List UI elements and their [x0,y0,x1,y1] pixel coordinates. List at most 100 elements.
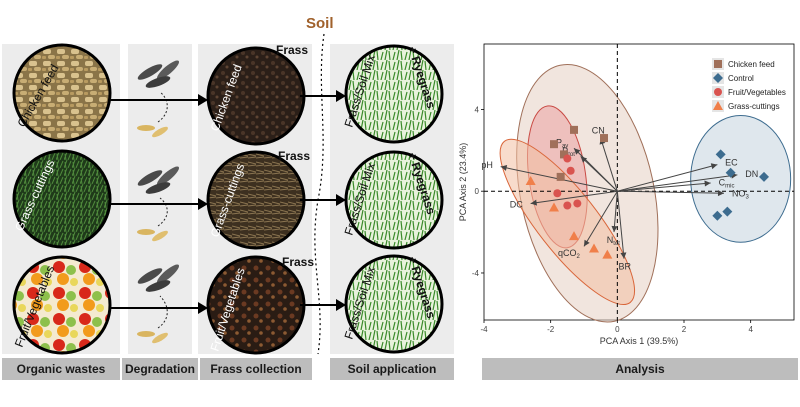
point-grass-cuttings-1 [525,175,536,185]
legend-label-control: Control [728,74,754,83]
soil-label: Soil [306,15,334,32]
legend-label-chicken-feed: Chicken feed [728,60,775,69]
point-chicken-feed-3 [550,140,558,149]
x-tick-label-0: 0 [615,325,620,334]
vector-br [616,191,625,259]
vector-head-ec [710,163,718,170]
waste-circle-grass-cuttings [12,149,112,249]
arrow-waste-to-frass-2 [110,198,208,210]
point-grass-cuttings-4 [589,243,599,253]
pca-points [525,125,769,259]
legend-marker-fruit-vegetables [714,88,722,96]
panel-degradation [128,44,192,354]
vector-label-ph: pH [481,160,493,170]
ellipse-control [690,115,792,243]
frass-word-3: Frass [282,255,314,269]
vector-label-no-3: NO3 [732,188,750,200]
arrow-waste-to-frass-3 [110,302,208,314]
vector-label-cn: CN [592,125,605,135]
frass-word-2: Frass [278,149,310,163]
legend-label-fruit-vegetables: Fruit/Vegetables [728,88,786,97]
vector-head-n-tot [611,225,618,233]
svg-text:Degradation: Degradation [125,362,195,376]
point-fruit-vegetables-4 [563,201,572,210]
vector-head-dc [530,199,538,206]
stage-label-soil-application: Soil application [330,358,454,380]
svg-text:Analysis: Analysis [615,362,665,376]
stage-label-degradation: Degradation [122,358,198,380]
pca-xlabel: PCA Axis 1 (39.5%) [600,336,679,346]
x-tick-label-2: 2 [682,325,687,334]
x-tick-label--2: -2 [547,325,555,334]
arrow-waste-to-frass-1 [110,94,208,106]
point-chicken-feed-4 [560,150,568,159]
larvae-group-1 [137,60,180,138]
vector-dc [530,190,618,204]
pca-ticks: -4 -2 0 2 4 -4 0 4 [472,105,754,334]
vector-n-tot [613,191,618,233]
pca-ylabel: PCA Axis 2 (23.4%) [458,143,468,222]
vector-label-br: BR [619,262,632,272]
pot-circle-1 [344,44,444,144]
legend-marker-chicken-feed [714,60,722,68]
point-control-1 [715,149,726,160]
point-control-2 [725,167,736,178]
point-grass-cuttings-5 [602,249,613,259]
point-fruit-vegetables-3 [553,189,562,198]
legend-marker-grass-cuttings [713,101,723,110]
vector-no-3 [617,190,725,194]
point-chicken-feed-1 [570,125,578,134]
arrow-frass-to-soil-1 [300,90,346,102]
point-grass-cuttings-3 [569,231,579,241]
arrow-frass-to-soil-2 [300,194,346,206]
vector-head-br [620,252,627,259]
larvae-group-3 [137,264,180,344]
point-control-3 [759,171,769,182]
vector-head-c-mic [704,180,711,187]
waste-circle-chicken-feed [12,43,112,143]
vector-ec [617,164,718,192]
point-control-5 [712,210,723,221]
svg-text:Organic wastes: Organic wastes [17,362,106,376]
svg-text:Frass collection: Frass collection [210,362,301,376]
point-grass-cuttings-2 [549,202,559,212]
vector-head-qco-2 [584,239,590,247]
pot-circle-3 [344,254,444,354]
stage-label-analysis: Analysis [482,358,798,380]
ellipse-grass-cuttings [499,138,636,306]
stage-label-frass-collection: Frass collection [200,358,312,380]
legend-marker-control [713,73,723,83]
vector-cn [600,137,618,192]
point-fruit-vegetables-5 [573,199,582,208]
vector-head-p-av [574,148,581,155]
pca-legend: Chicken feed Control Fruit/Vegetables Grass… [712,58,786,112]
x-tick-label--4: -4 [480,325,488,334]
vector-label-dc: DC [510,200,523,210]
y-tick-label--4: -4 [472,269,480,278]
point-fruit-vegetables-1 [563,154,572,163]
vector-label-qco-2: qCO2 [558,248,581,260]
waste-circle-fruit-vegetables [12,255,112,355]
frass-word-1: Frass [276,43,308,57]
x-tick-label-4: 4 [748,325,753,334]
vector-c-mic [617,182,711,192]
y-tick-label-4: 4 [475,105,480,114]
point-control-4 [722,206,733,217]
larvae-group-2 [137,166,180,242]
vector-label-dn: DN [745,169,758,179]
vector-p-tot [580,156,618,192]
legend-label-grass-cuttings: Grass-cuttings [728,102,780,111]
vector-dn [617,174,738,192]
point-chicken-feed-5 [556,172,565,181]
vector-head-ph [500,164,508,171]
stage-label-organic-wastes: Organic wastes [2,358,120,380]
pot-circle-2 [344,150,444,250]
point-chicken-feed-2 [600,134,608,143]
svg-text:Soil application: Soil application [348,362,437,376]
vector-head-p-tot [580,156,588,163]
vector-head-no-3 [717,190,724,197]
arrow-frass-to-soil-3 [300,299,346,311]
y-tick-label-0: 0 [475,187,480,196]
